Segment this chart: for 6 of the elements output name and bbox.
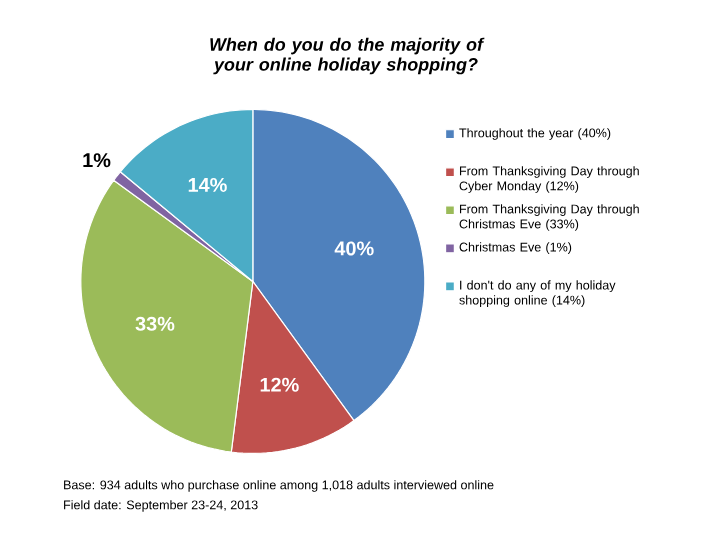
data-label: 40%	[334, 241, 374, 256]
data-label: 33%	[135, 316, 175, 331]
data-label: 1%	[83, 153, 111, 168]
data-label: 12%	[260, 377, 299, 392]
chart-title: When do you do the majority of your online holiday shopping?	[210, 37, 485, 75]
data-label: 14%	[188, 177, 227, 192]
